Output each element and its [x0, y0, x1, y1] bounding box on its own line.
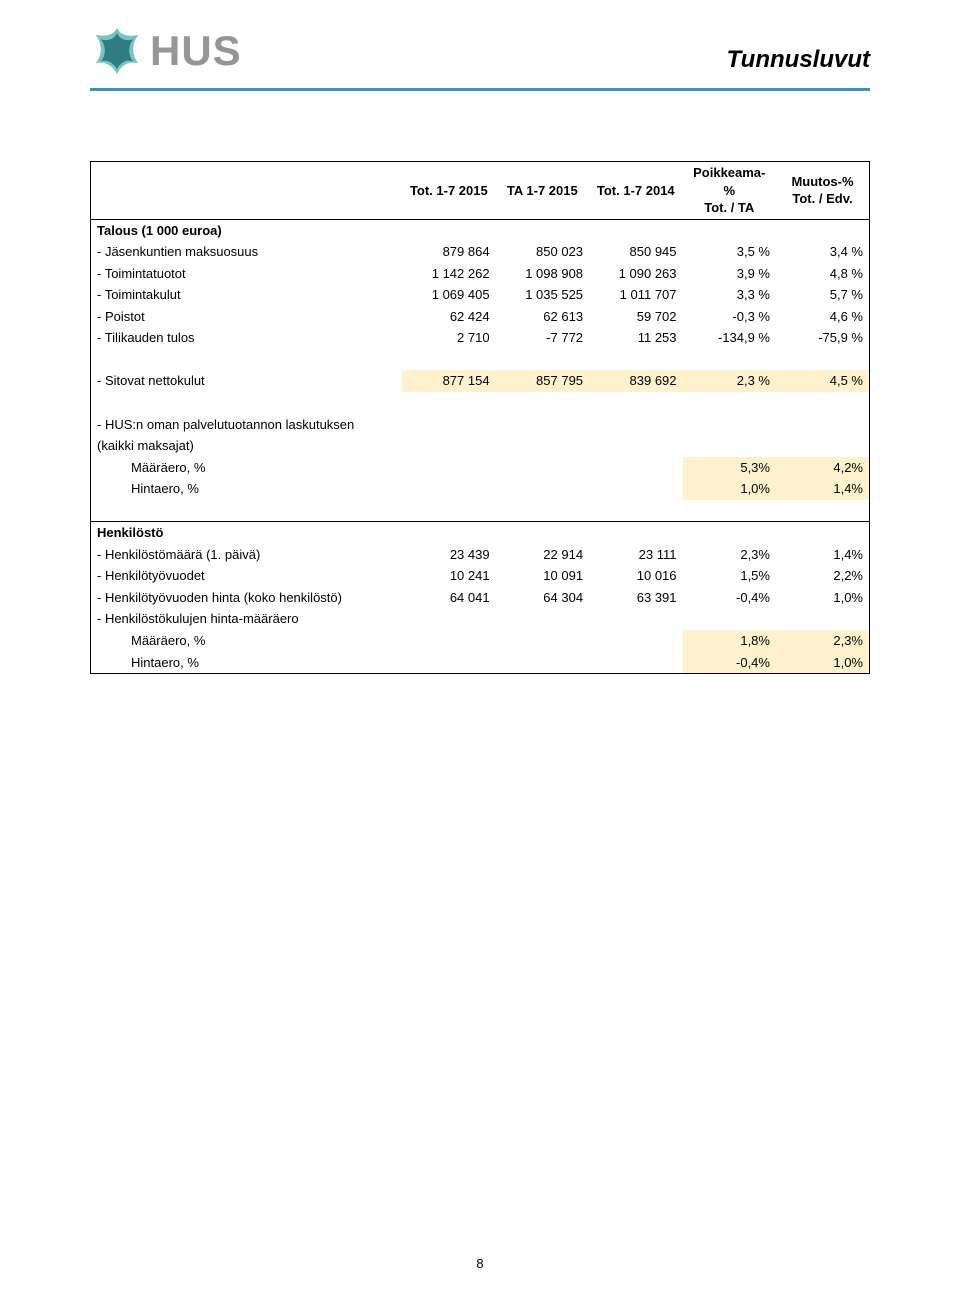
table-row: - Tilikauden tulos 2 710 -7 772 11 253 -… [91, 327, 870, 349]
blank-row [91, 349, 870, 371]
table-header-row: Tot. 1-7 2015 TA 1-7 2015 Tot. 1-7 2014 … [91, 162, 870, 220]
table-row: - Henkilötyövuodet 10 241 10 091 10 016 … [91, 565, 870, 587]
page-number: 8 [476, 1256, 483, 1271]
blank-row [91, 500, 870, 522]
table-row: - Toimintatuotot 1 142 262 1 098 908 1 0… [91, 263, 870, 285]
row-sitovat-nettokulut: - Sitovat nettokulut 877 154 857 795 839… [91, 370, 870, 392]
row-laskutus-1: - HUS:n oman palvelutuotannon laskutukse… [91, 414, 870, 436]
key-figures-table: Tot. 1-7 2015 TA 1-7 2015 Tot. 1-7 2014 … [90, 161, 870, 674]
table-row: - Poistot 62 424 62 613 59 702 -0,3 % 4,… [91, 306, 870, 328]
row-hintaero: Hintaero, % 1,0% 1,4% [91, 478, 870, 500]
section-henkilosto: Henkilöstö [91, 522, 870, 544]
table-row: - Henkilöstömäärä (1. päivä) 23 439 22 9… [91, 544, 870, 566]
page-title: Tunnusluvut [726, 46, 870, 78]
col-tot-2014: Tot. 1-7 2014 [589, 162, 682, 220]
col-tot-2015: Tot. 1-7 2015 [402, 162, 495, 220]
section-title: Henkilöstö [91, 522, 403, 544]
report-content: Tot. 1-7 2015 TA 1-7 2015 Tot. 1-7 2014 … [90, 161, 870, 674]
col-ta-2015: TA 1-7 2015 [496, 162, 589, 220]
row-h-maaraero: Määräero, % 1,8% 2,3% [91, 630, 870, 652]
col-poikkeama: Poikkeama-%Tot. / TA [683, 162, 776, 220]
section-title: Talous (1 000 euroa) [91, 219, 403, 241]
header-divider [90, 88, 870, 91]
hus-logo-icon [90, 24, 144, 78]
logo-text: HUS [150, 27, 242, 75]
row-h-hintaero: Hintaero, % -0,4% 1,0% [91, 652, 870, 674]
logo-block: HUS [90, 24, 242, 78]
table-row: - Jäsenkuntien maksuosuus 879 864 850 02… [91, 241, 870, 263]
col-muutos: Muutos-%Tot. / Edv. [776, 162, 870, 220]
table-row: - Henkilötyövuoden hinta (koko henkilöst… [91, 587, 870, 609]
section-talous: Talous (1 000 euroa) [91, 219, 870, 241]
blank-row [91, 392, 870, 414]
row-laskutus-2: (kaikki maksajat) [91, 435, 870, 457]
row-maaraero: Määräero, % 5,3% 4,2% [91, 457, 870, 479]
page-header: HUS Tunnusluvut [90, 24, 870, 86]
table-row: - Toimintakulut 1 069 405 1 035 525 1 01… [91, 284, 870, 306]
row-hinta-maaraero-label: - Henkilöstökulujen hinta-määräero [91, 608, 870, 630]
